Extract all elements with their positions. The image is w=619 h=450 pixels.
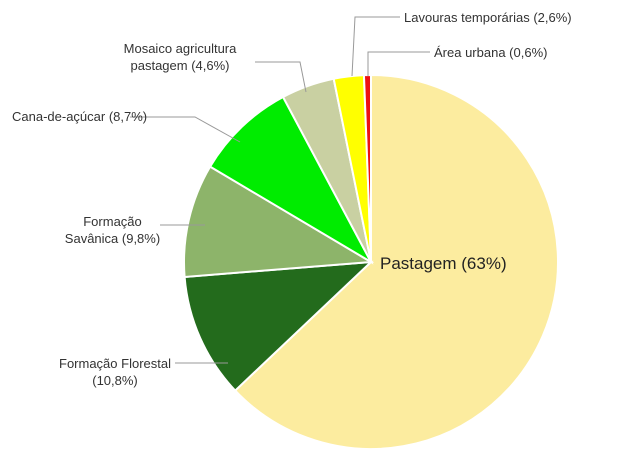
leader-line (255, 61, 307, 93)
slice-label: Formação Florestal (10,8%) (59, 356, 171, 388)
slice-label: Pastagem (63%) (380, 254, 507, 273)
slice-label: Mosaico agricultura pastagem (4,6%) (123, 41, 237, 73)
leader-line (351, 16, 400, 77)
pie-slice (183, 260, 374, 392)
slice-label: Cana-de-açúcar (8,7%) (12, 109, 148, 124)
pie-slice (208, 95, 374, 265)
leader-line (367, 51, 430, 76)
slice-label: Área urbana (0,6%) (434, 45, 548, 60)
pie-slice (362, 73, 372, 263)
pie-slice (233, 73, 559, 450)
pie-slice (183, 165, 375, 279)
wedges (183, 73, 559, 450)
slice-label: Lavouras temporárias (2,6%) (404, 10, 572, 25)
leader-line (130, 116, 241, 143)
slice-label: Formação Savânica (9,8%) (64, 214, 161, 246)
